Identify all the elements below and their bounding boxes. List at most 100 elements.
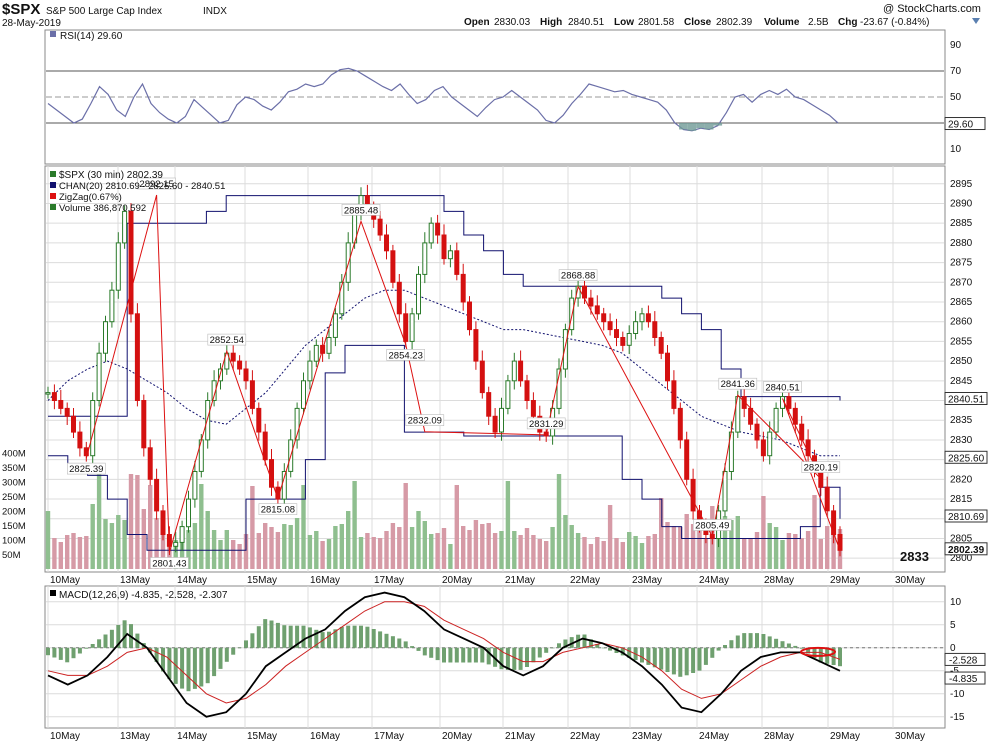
volume-bar xyxy=(793,534,798,569)
macd-histogram-bar xyxy=(77,647,82,654)
rsi-y-tick: 70 xyxy=(950,66,962,77)
candle-body xyxy=(173,541,179,547)
candle-body xyxy=(505,380,511,409)
candle-body xyxy=(307,360,313,382)
candle-body xyxy=(767,431,773,457)
volume-bar xyxy=(397,527,402,569)
macd-histogram-bar xyxy=(735,635,740,648)
candle-body xyxy=(722,471,728,512)
volume-bar xyxy=(512,531,517,569)
candle-body xyxy=(230,352,236,362)
candle-body xyxy=(658,337,664,354)
zigzag-point-label: 2852.54 xyxy=(210,335,244,346)
x-tick-label: 24May xyxy=(699,575,729,586)
high-value: 2840.51 xyxy=(568,17,605,28)
macd-histogram-bar xyxy=(518,647,523,670)
volume-bar xyxy=(595,537,600,569)
volume-bar xyxy=(659,498,664,569)
volume-bar xyxy=(684,514,689,569)
candle-body xyxy=(818,471,824,488)
volume-bar xyxy=(358,537,364,569)
candle-body xyxy=(192,471,198,500)
macd-histogram-bar xyxy=(154,647,159,662)
candle-body xyxy=(390,250,396,283)
x-tick-label: 16May xyxy=(310,731,340,742)
volume-bar xyxy=(722,516,728,569)
price-y-tick: 2845 xyxy=(950,376,973,387)
macd-histogram-bar xyxy=(697,647,702,671)
volume-bar xyxy=(754,532,760,569)
volume-y-tick: 200M xyxy=(2,507,26,518)
axis-labels: 10May 13May 14May 15May 16May 17May 20May 21May… xyxy=(2,40,988,742)
macd-histogram-bar xyxy=(359,625,363,648)
candle-body xyxy=(332,313,338,338)
volume-bar xyxy=(825,526,830,569)
candle-body xyxy=(141,400,147,449)
price-y-tick: 2880 xyxy=(950,238,973,249)
zigzag-label-box xyxy=(801,461,841,473)
price-badge-label: 2840.51 xyxy=(948,395,985,406)
volume-bar xyxy=(473,520,479,569)
macd-histogram-bar xyxy=(461,647,466,663)
price-y-tick: 2850 xyxy=(950,356,973,367)
candle-body xyxy=(665,352,670,382)
macd-histogram-bar xyxy=(97,639,102,648)
volume-y-tick: 250M xyxy=(2,492,26,503)
macd-histogram-bar xyxy=(684,647,689,676)
macd-y-tick: -5 xyxy=(950,666,959,677)
rsi-line xyxy=(47,67,839,132)
volume-bar xyxy=(409,527,415,569)
candle-body xyxy=(805,439,811,457)
zigzag-label-box xyxy=(526,417,566,430)
candle-body xyxy=(530,400,536,417)
zigzag-label-box xyxy=(137,177,176,190)
macd-y-tick: -15 xyxy=(950,712,965,723)
x-tick-label: 22May xyxy=(570,575,600,586)
zigzag-point-label: 2885.48 xyxy=(344,205,378,216)
volume-bar xyxy=(71,533,76,569)
macd-histogram-bar xyxy=(467,647,472,663)
macd-histogram-bar xyxy=(269,620,274,648)
volume-bar xyxy=(550,527,555,569)
x-tick-label: 13May xyxy=(120,731,150,742)
macd-histogram-bar xyxy=(557,643,561,648)
candle-body xyxy=(677,407,683,441)
zigzag-label-box xyxy=(258,503,298,516)
candle-body xyxy=(416,273,421,315)
macd-histogram-bar xyxy=(212,647,217,677)
volume-bar xyxy=(141,509,146,569)
x-tick-label: 28May xyxy=(764,731,794,742)
volume-bar xyxy=(429,534,434,569)
macd-histogram-bar xyxy=(799,647,804,649)
price-y-tick: 2895 xyxy=(950,179,973,190)
x-tick-label: 14May xyxy=(177,575,207,586)
macd-histogram-bar xyxy=(167,647,172,680)
macd-histogram-bar xyxy=(256,626,261,648)
macd-histogram-bar xyxy=(339,626,344,648)
macd-histogram-bar xyxy=(569,637,574,648)
chevron-down-icon[interactable] xyxy=(972,18,980,24)
candle-body xyxy=(384,234,389,252)
x-tick-label: 21May xyxy=(505,731,535,742)
volume-bar xyxy=(218,540,223,569)
x-tick-label: 21May xyxy=(505,575,535,586)
low-label: Low xyxy=(614,17,634,28)
zigzag-label-box xyxy=(386,349,426,361)
candle-body xyxy=(454,250,460,275)
macd-histogram-bar xyxy=(588,639,593,648)
volume-bar xyxy=(435,533,440,569)
macd-histogram-bar xyxy=(410,646,415,648)
x-tick-label: 28May xyxy=(764,575,794,586)
volume-bar xyxy=(735,516,740,569)
candle-body xyxy=(103,321,108,354)
zigzag-point-label: 2815.08 xyxy=(261,505,295,516)
rsi-oversold-fill xyxy=(687,123,697,131)
macd-histogram-bar xyxy=(601,647,606,649)
volume-bar xyxy=(346,511,351,569)
volume-bar xyxy=(805,531,811,569)
macd-histogram-bar xyxy=(723,645,727,648)
price-panel xyxy=(44,165,946,573)
macd-histogram-bar xyxy=(774,638,779,648)
macd-histogram-bar xyxy=(378,631,383,648)
macd-histogram-bar xyxy=(620,647,625,656)
